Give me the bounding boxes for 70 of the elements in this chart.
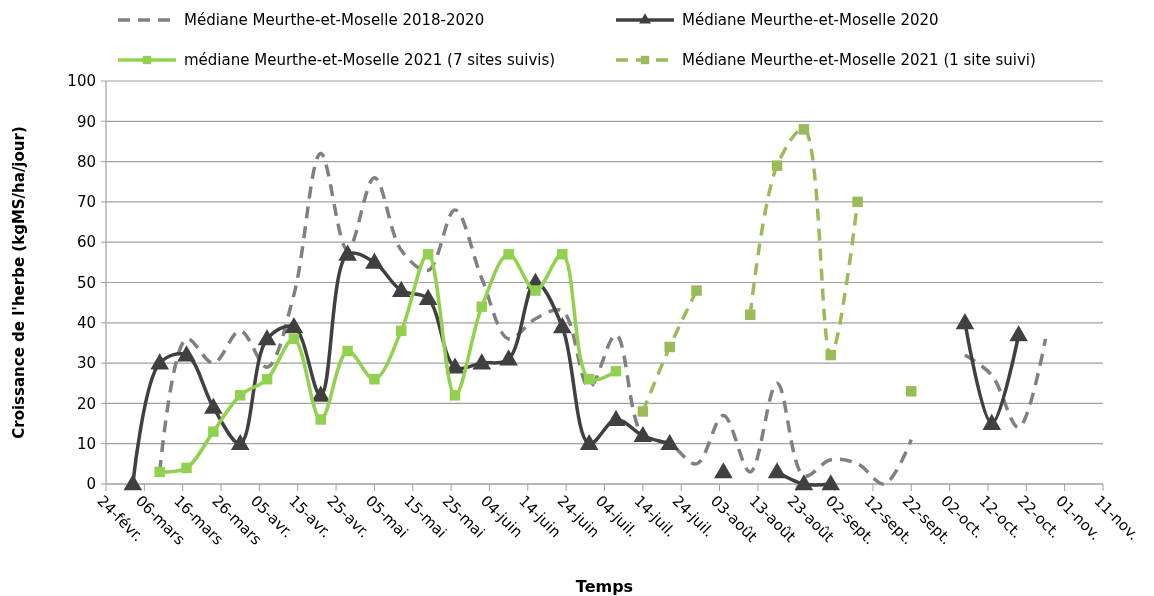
point — [261, 373, 273, 385]
legend-label: Médiane Meurthe-et-Moselle 2020 — [682, 11, 939, 30]
point — [234, 390, 246, 401]
point — [391, 280, 411, 297]
point — [204, 397, 223, 414]
y-tick-label: 100 — [67, 72, 96, 91]
point — [955, 313, 975, 330]
point — [257, 329, 277, 346]
point — [154, 466, 165, 478]
point — [230, 433, 250, 451]
point — [691, 285, 702, 296]
point — [422, 249, 434, 260]
point — [906, 386, 917, 397]
point — [288, 333, 300, 345]
point — [633, 425, 653, 443]
point — [177, 345, 196, 362]
point — [123, 474, 143, 491]
point — [476, 301, 488, 312]
y-tick-label: 70 — [76, 193, 96, 212]
legend-label: médiane Meurthe-et-Moselle 2021 (7 sites suivis) — [184, 51, 556, 70]
y-axis-title: Croissance de l'herbe (kgMS/ha/jour) — [10, 126, 28, 439]
y-tick-label: 80 — [76, 152, 96, 171]
y-tick-label: 50 — [76, 273, 96, 292]
point — [606, 409, 626, 426]
point — [767, 462, 787, 479]
point — [771, 160, 783, 171]
point — [664, 341, 675, 353]
y-tick-label: 20 — [76, 394, 96, 413]
point — [852, 196, 863, 208]
y-tick-label: 0 — [86, 475, 96, 494]
point — [579, 433, 599, 451]
legend-label: Médiane Meurthe-et-Moselle 2021 (1 site suivi) — [682, 51, 1036, 70]
point — [499, 349, 518, 366]
point — [315, 414, 326, 425]
point — [794, 474, 814, 491]
point — [150, 353, 169, 370]
point — [369, 373, 380, 385]
legend-label: Médiane Meurthe-et-Moselle 2018-2020 — [184, 11, 485, 30]
point — [338, 244, 357, 261]
y-tick-label: 30 — [76, 354, 96, 373]
point — [365, 252, 384, 269]
point — [637, 406, 649, 417]
point — [449, 390, 461, 401]
point — [181, 462, 192, 474]
y-tick-label: 60 — [76, 233, 96, 252]
point — [557, 249, 568, 260]
point — [553, 317, 572, 334]
y-tick-label: 90 — [76, 112, 96, 131]
x-axis-title: Temps — [575, 577, 634, 596]
point — [530, 285, 541, 296]
point — [503, 249, 514, 260]
point — [825, 349, 836, 361]
point — [342, 345, 353, 357]
point — [311, 385, 331, 402]
point — [714, 462, 733, 479]
point — [744, 309, 756, 320]
point — [583, 373, 595, 385]
point — [208, 426, 219, 437]
point — [396, 325, 407, 337]
point — [982, 413, 1002, 430]
point — [660, 433, 679, 451]
point — [1009, 325, 1028, 342]
y-tick-label: 40 — [76, 314, 96, 333]
point — [821, 474, 841, 491]
point — [418, 288, 438, 305]
point — [610, 365, 622, 377]
point — [472, 353, 492, 370]
point — [798, 124, 810, 135]
y-tick-label: 10 — [76, 434, 96, 453]
point — [284, 317, 304, 334]
